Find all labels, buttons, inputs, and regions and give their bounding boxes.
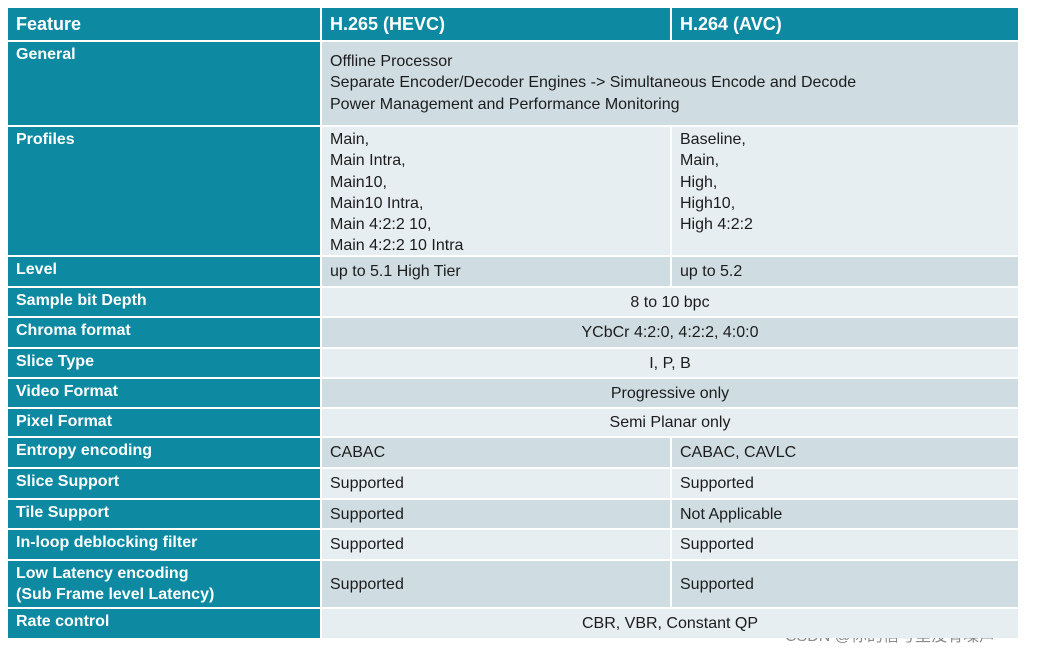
cell-text: Sample bit Depth (16, 292, 147, 309)
cell-text: Supported (680, 475, 754, 492)
cell-text: Profiles (16, 131, 75, 148)
value-cell: Supported (672, 561, 1018, 607)
cell-text: I, P, B (649, 354, 691, 372)
merged-cell: Semi Planar only (322, 409, 1018, 436)
feature-cell: Pixel Format (8, 409, 320, 436)
cell-text: Slice Type (16, 353, 94, 370)
feature-cell: In-loop deblocking filter (8, 530, 320, 559)
cell-text: Baseline, (680, 131, 746, 148)
cell-text: Supported (330, 475, 404, 492)
cell-text: Main 4:2:2 10 Intra (330, 237, 464, 255)
feature-cell: Tile Support (8, 500, 320, 528)
feature-cell: Entropy encoding (8, 438, 320, 467)
feature-cell: Level (8, 257, 320, 286)
cell-text: Power Management and Performance Monitor… (330, 95, 680, 113)
value-cell: Supported (322, 500, 670, 528)
cell-text: Separate Encoder/Decoder Engines -> Simu… (330, 74, 857, 92)
value-cell: Baseline, Main, High, High10, High 4:2:2 (672, 127, 1018, 255)
value-cell: Supported (322, 561, 670, 607)
value-cell: CABAC, CAVLC (672, 438, 1018, 467)
feature-cell: Video Format (8, 379, 320, 407)
feature-cell: Rate control (8, 609, 320, 638)
value-cell: Not Applicable (672, 500, 1018, 528)
cell-text: Supported (680, 536, 754, 553)
feature-cell: Slice Type (8, 349, 320, 377)
cell-text: Main10 Intra, (330, 194, 424, 212)
merged-cell: YCbCr 4:2:0, 4:2:2, 4:0:0 (322, 318, 1018, 347)
feature-cell: General (8, 42, 320, 125)
cell-text: Offline Processor (330, 53, 453, 70)
merged-cell: Progressive only (322, 379, 1018, 407)
cell-text: Main Intra, (330, 152, 406, 170)
value-cell: Supported (322, 469, 670, 498)
cell-text: Main10, (330, 173, 387, 191)
value-cell: up to 5.1 High Tier (322, 257, 670, 286)
cell-text: Main 4:2:2 10, (330, 216, 432, 234)
cell-text: Tile Support (16, 504, 110, 521)
cell-text: Pixel Format (16, 413, 113, 430)
cell-text: up to 5.1 High Tier (330, 263, 461, 280)
header-cell: Feature (8, 8, 320, 40)
value-cell: Supported (322, 530, 670, 559)
cell-text: Supported (330, 505, 404, 523)
feature-cell: Low Latency encoding (Sub Frame level Lat… (8, 561, 320, 607)
cell-text: up to 5.2 (680, 263, 743, 280)
cell-text: Entropy encoding (16, 442, 152, 459)
value-cell: CABAC (322, 438, 670, 467)
cell-text: Slice Support (16, 473, 120, 490)
cell-text: Supported (330, 575, 404, 593)
cell-text: High, (680, 173, 718, 191)
feature-cell: Slice Support (8, 469, 320, 498)
cell-text: Supported (680, 575, 754, 593)
value-cell: Supported (672, 469, 1018, 498)
cell-text: CABAC, CAVLC (680, 444, 797, 461)
cell-text: 8 to 10 bpc (630, 293, 710, 311)
cell-text: Progressive only (610, 384, 730, 402)
cell-text: Not Applicable (680, 505, 783, 523)
merged-cell: I, P, B (322, 349, 1018, 377)
feature-cell: Sample bit Depth (8, 288, 320, 316)
cell-text: Supported (330, 536, 404, 553)
cell-text: Main, (680, 152, 720, 170)
merged-cell: 8 to 10 bpc (322, 288, 1018, 316)
merged-cell: CBR, VBR, Constant QP (322, 609, 1018, 638)
cell-text: Main, (330, 131, 370, 148)
cell-text: High 4:2:2 (680, 216, 753, 234)
cell-text: Semi Planar only (609, 414, 731, 431)
merged-cell: Offline Processor Separate Encoder/Decode… (322, 42, 1018, 125)
cell-text: In-loop deblocking filter (16, 534, 198, 551)
cell-text: CABAC (330, 444, 386, 461)
cell-text: Low Latency encoding (16, 565, 189, 582)
value-cell: Supported (672, 530, 1018, 559)
cell-text: General (16, 46, 76, 63)
value-cell: Main, Main Intra, Main10, Main10 Intra, Main… (322, 127, 670, 255)
cell-text: (Sub Frame level Latency) (16, 586, 215, 604)
cell-text: Level (16, 261, 57, 278)
cell-text: Video Format (16, 383, 118, 400)
cell-text: CBR, VBR, Constant QP (581, 615, 759, 632)
cell-text: High10, (680, 194, 736, 212)
header-cell: H.265 (HEVC) (322, 8, 670, 40)
header-cell: H.264 (AVC) (672, 8, 1018, 40)
cell-text: YCbCr 4:2:0, 4:2:2, 4:0:0 (581, 324, 759, 341)
cell-text: Rate control (16, 613, 110, 630)
feature-cell: Profiles (8, 127, 320, 255)
feature-cell: Chroma format (8, 318, 320, 347)
value-cell: up to 5.2 (672, 257, 1018, 286)
cell-text: Chroma format (16, 322, 131, 339)
